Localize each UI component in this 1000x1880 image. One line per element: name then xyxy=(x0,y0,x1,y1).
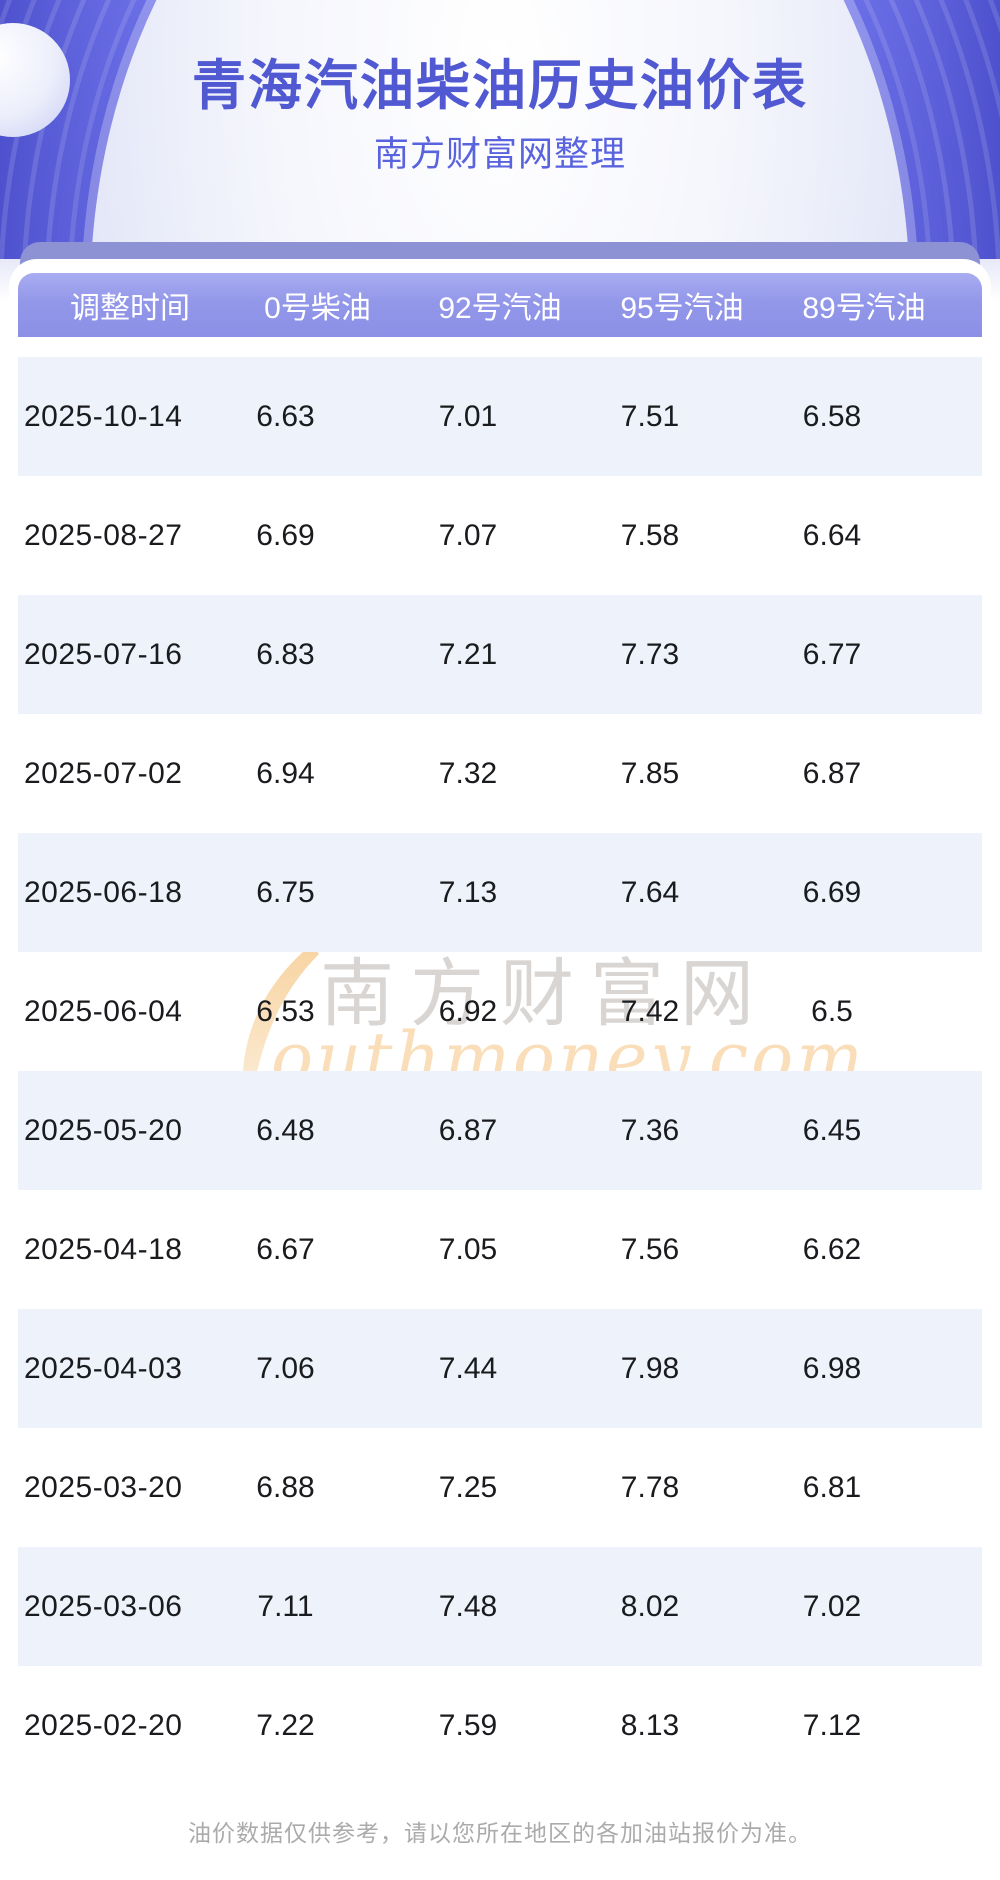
price-cell: 7.25 xyxy=(438,1470,498,1504)
table-row: 2025-03-20 6.88 7.25 7.78 6.81 xyxy=(18,1428,982,1547)
table-header-row: 调整时间 0号柴油 92号汽油 95号汽油 89号汽油 xyxy=(18,273,982,337)
table-row: 2025-04-18 6.67 7.05 7.56 6.62 xyxy=(18,1190,982,1309)
price-cell: 6.98 xyxy=(802,1351,862,1385)
date-cell: 2025-10-14 xyxy=(24,399,183,433)
hero-white-blob xyxy=(90,0,910,259)
price-cell: 8.13 xyxy=(620,1708,680,1742)
price-cell: 6.58 xyxy=(802,399,862,433)
table-row: 2025-07-02 6.94 7.32 7.85 6.87 xyxy=(18,714,982,833)
price-cell: 6.5 xyxy=(811,994,853,1028)
table-row: 2025-04-03 7.06 7.44 7.98 6.98 xyxy=(18,1309,982,1428)
price-cell: 6.87 xyxy=(802,756,862,790)
price-cell: 7.73 xyxy=(620,637,680,671)
price-cell: 7.22 xyxy=(256,1708,315,1742)
date-cell: 2025-07-16 xyxy=(24,637,183,671)
price-cell: 6.63 xyxy=(256,399,315,433)
price-cell: 8.02 xyxy=(620,1589,680,1623)
price-cell: 7.13 xyxy=(438,875,498,909)
date-cell: 2025-04-03 xyxy=(24,1351,183,1385)
table-row: 2025-06-04 6.53 6.92 7.42 6.5 xyxy=(18,952,982,1071)
price-cell: 7.59 xyxy=(438,1708,498,1742)
price-cell: 7.48 xyxy=(438,1589,498,1623)
column-header-0: 调整时间 xyxy=(70,292,190,325)
date-cell: 2025-02-20 xyxy=(24,1708,183,1742)
column-header-2: 92号汽油 xyxy=(438,292,562,325)
column-header-3: 95号汽油 xyxy=(620,292,744,325)
price-cell: 6.62 xyxy=(802,1232,862,1266)
price-cell: 7.85 xyxy=(620,756,680,790)
price-cell: 7.01 xyxy=(438,399,498,433)
price-cell: 6.45 xyxy=(802,1113,862,1147)
price-cell: 6.77 xyxy=(802,637,862,671)
table-row: 2025-08-27 6.69 7.07 7.58 6.64 xyxy=(18,476,982,595)
price-cell: 6.64 xyxy=(802,518,862,552)
price-cell: 7.36 xyxy=(620,1113,680,1147)
date-cell: 2025-04-18 xyxy=(24,1232,183,1266)
table-row: 2025-03-06 7.11 7.48 8.02 7.02 xyxy=(18,1547,982,1666)
price-cell: 7.64 xyxy=(620,875,680,909)
date-cell: 2025-06-18 xyxy=(24,875,183,909)
date-cell: 2025-03-06 xyxy=(24,1589,183,1623)
table-row: 2025-05-20 6.48 6.87 7.36 6.45 xyxy=(18,1071,982,1190)
price-cell: 6.83 xyxy=(256,637,315,671)
price-cell: 6.53 xyxy=(256,994,315,1028)
table-row: 2025-10-14 6.63 7.01 7.51 6.58 xyxy=(18,357,982,476)
date-cell: 2025-05-20 xyxy=(24,1113,183,1147)
date-cell: 2025-07-02 xyxy=(24,756,183,790)
price-cell: 6.67 xyxy=(256,1232,315,1266)
price-cell: 7.05 xyxy=(438,1232,498,1266)
price-cell: 6.69 xyxy=(802,875,862,909)
price-cell: 6.94 xyxy=(256,756,315,790)
price-cell: 6.92 xyxy=(438,994,498,1028)
page-subtitle: 南方财富网整理 xyxy=(373,135,626,174)
price-cell: 7.51 xyxy=(620,399,680,433)
column-header-4: 89号汽油 xyxy=(802,292,926,325)
price-cell: 7.42 xyxy=(620,994,680,1028)
hero-banner xyxy=(0,0,1000,259)
table-row: 2025-07-16 6.83 7.21 7.73 6.77 xyxy=(18,595,982,714)
footer-disclaimer: 油价数据仅供参考，请以您所在地区的各加油站报价为准。 xyxy=(188,1820,812,1846)
price-cell: 7.32 xyxy=(438,756,498,790)
date-cell: 2025-08-27 xyxy=(24,518,183,552)
table-card: 调整时间 0号柴油 92号汽油 95号汽油 89号汽油 南方财富网 outhmoney.… xyxy=(9,259,991,1786)
price-cell: 7.11 xyxy=(257,1589,314,1623)
price-cell: 6.81 xyxy=(802,1470,862,1504)
price-cell: 7.02 xyxy=(802,1589,862,1623)
table-row: 2025-06-18 6.75 7.13 7.64 6.69 xyxy=(18,833,982,952)
price-cell: 7.12 xyxy=(802,1708,862,1742)
price-cell: 7.07 xyxy=(438,518,498,552)
price-cell: 7.58 xyxy=(620,518,680,552)
table-row: 2025-02-20 7.22 7.59 8.13 7.12 xyxy=(18,1666,982,1785)
price-cell: 6.48 xyxy=(256,1113,315,1147)
price-cell: 6.87 xyxy=(438,1113,498,1147)
price-cell: 6.69 xyxy=(256,518,315,552)
price-cell: 6.75 xyxy=(256,875,315,909)
price-cell: 7.78 xyxy=(620,1470,680,1504)
price-cell: 7.56 xyxy=(620,1232,680,1266)
column-header-1: 0号柴油 xyxy=(264,292,371,325)
date-cell: 2025-03-20 xyxy=(24,1470,183,1504)
price-cell: 7.98 xyxy=(620,1351,680,1385)
date-cell: 2025-06-04 xyxy=(24,994,183,1028)
table-body: 2025-10-14 6.63 7.01 7.51 6.58 2025-08-27 6.69… xyxy=(18,357,982,1785)
price-cell: 7.06 xyxy=(256,1351,315,1385)
price-cell: 6.88 xyxy=(256,1470,315,1504)
price-cell: 7.21 xyxy=(438,637,498,671)
price-cell: 7.44 xyxy=(438,1351,498,1385)
page-title: 青海汽油柴油历史油价表 xyxy=(192,56,808,116)
